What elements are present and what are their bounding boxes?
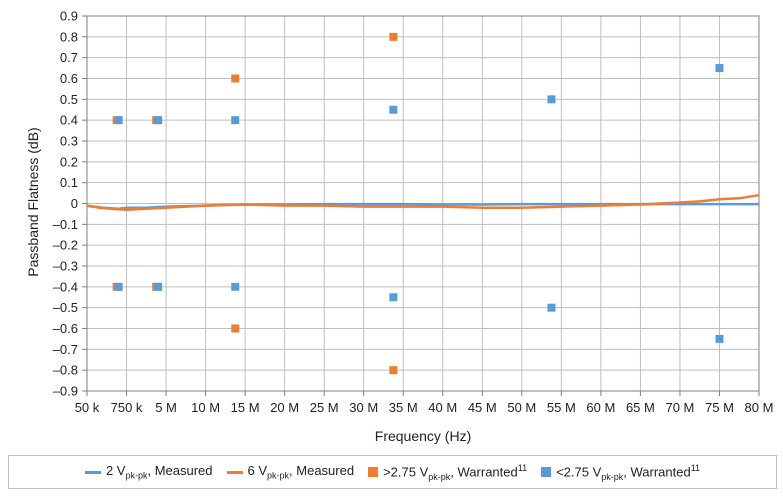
y-tick-label: –0.6 — [53, 321, 78, 336]
series-3-point — [547, 303, 556, 312]
x-tick-label: 50 k — [75, 400, 100, 415]
y-tick-label: –0.5 — [53, 300, 78, 315]
x-tick-label: 55 M — [547, 400, 576, 415]
y-tick-label: 0.3 — [60, 134, 78, 149]
x-tick-label: 75 M — [705, 400, 734, 415]
legend-swatch — [84, 470, 101, 474]
x-tick-label: 80 M — [745, 400, 774, 415]
legend-item: >2.75 Vpk-pk, Warranted11 — [368, 462, 528, 482]
y-tick-label: –0.7 — [53, 342, 78, 357]
series-3-point — [114, 282, 123, 291]
series-line-1 — [86, 193, 760, 212]
y-tick-label: 0.5 — [60, 92, 78, 107]
x-tick-label: 65 M — [626, 400, 655, 415]
legend: 2 Vpk-pk, Measured 6 Vpk-pk, Measured >2.7… — [8, 455, 777, 489]
chart: 0.9 0.8 0.7 0.6 0.5 0.4 0.3 0.2 0.1 0 –0.1 –0.2 –0.3… — [25, 9, 774, 445]
x-tick-label: 50 M — [507, 400, 536, 415]
x-axis-ticks: 50 k 750 k 5 M 10 M 15 M 20 M 25 M 30 M 35 M 40 M… — [75, 400, 774, 415]
y-tick-label: –0.8 — [53, 363, 78, 378]
x-tick-label: 30 M — [349, 400, 378, 415]
y-tick-label: 0.8 — [60, 29, 78, 44]
legend-label: 6 Vpk-pk, Measured — [247, 463, 355, 481]
legend-swatch — [368, 466, 379, 477]
y-tick-label: –0.1 — [53, 217, 78, 232]
x-tick-label: 40 M — [428, 400, 457, 415]
legend-item: <2.75 Vpk-pk, Warranted11 — [541, 462, 701, 482]
y-tick-label: –0.4 — [53, 279, 78, 294]
x-tick-label: 5 M — [155, 400, 177, 415]
series-3-point — [154, 116, 163, 125]
series-3-point — [231, 282, 240, 291]
y-tick-label: 0.2 — [60, 154, 78, 169]
y-axis-title: Passband Flatness (dB) — [25, 127, 41, 276]
x-tick-label: 10 M — [191, 400, 220, 415]
y-tick-label: 0.6 — [60, 71, 78, 86]
legend-label: >2.75 Vpk-pk, Warranted11 — [383, 462, 528, 482]
series-2-point — [231, 324, 240, 333]
series-3-point — [389, 293, 398, 302]
legend-swatch — [226, 470, 243, 474]
series-2-point — [389, 32, 398, 41]
x-tick-label: 25 M — [310, 400, 339, 415]
x-tick-label: 35 M — [389, 400, 418, 415]
x-tick-label: 70 M — [665, 400, 694, 415]
series-3-point — [114, 116, 123, 125]
y-tick-label: 0.4 — [60, 113, 78, 128]
y-tick-label: –0.2 — [53, 238, 78, 253]
x-tick-label: 750 k — [111, 400, 143, 415]
y-tick-label: –0.3 — [53, 259, 78, 274]
x-tick-label: 15 M — [231, 400, 260, 415]
y-tick-label: 0 — [71, 196, 78, 211]
y-tick-label: –0.9 — [53, 384, 78, 399]
series-3-point — [389, 105, 398, 114]
x-axis-title: Frequency (Hz) — [375, 428, 471, 444]
legend-swatch — [541, 466, 552, 477]
series-2-point — [389, 366, 398, 375]
y-tick-label: 0.1 — [60, 175, 78, 190]
legend-item: 6 Vpk-pk, Measured — [226, 463, 355, 481]
series-3-point — [715, 64, 724, 73]
legend-label: <2.75 Vpk-pk, Warranted11 — [556, 462, 701, 482]
series-3-point — [715, 334, 724, 343]
legend-label: 2 Vpk-pk, Measured — [105, 463, 213, 481]
y-tick-label: 0.9 — [60, 9, 78, 24]
series-3-point — [231, 116, 240, 125]
x-tick-label: 20 M — [270, 400, 299, 415]
y-tick-label: 0.7 — [60, 50, 78, 65]
y-axis-ticks: 0.9 0.8 0.7 0.6 0.5 0.4 0.3 0.2 0.1 0 –0.1 –0.2 –0.3… — [53, 9, 78, 399]
series-3-point — [154, 282, 163, 291]
legend-item: 2 Vpk-pk, Measured — [84, 463, 213, 481]
series-2-point — [231, 74, 240, 83]
x-tick-label: 45 M — [468, 400, 497, 415]
series-layer — [86, 32, 760, 375]
series-3-point — [547, 95, 556, 104]
x-tick-label: 60 M — [586, 400, 615, 415]
